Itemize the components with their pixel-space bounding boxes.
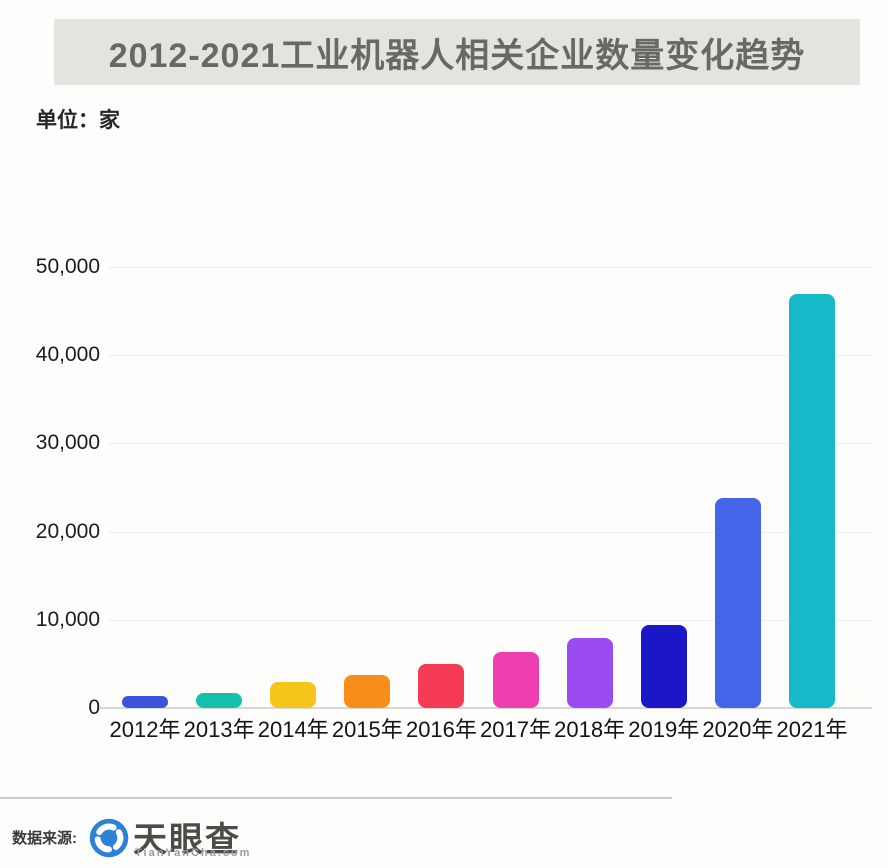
x-tick-label-2021年: 2021年 — [776, 717, 848, 742]
bar-2017年 — [492, 652, 539, 708]
bar-2015年 — [344, 675, 391, 708]
x-tick-label-2014年: 2014年 — [257, 717, 329, 742]
tianyancha-logo-icon — [89, 818, 129, 858]
x-tick-label-2012年: 2012年 — [109, 717, 181, 742]
bar-2021年 — [788, 294, 835, 708]
y-tick-label-50000: 50,000 — [35, 255, 100, 278]
gridline-20000 — [108, 531, 872, 533]
data-source-label: 数据来源: — [12, 830, 77, 847]
bar-2020年 — [714, 498, 761, 708]
bar-2013年 — [196, 693, 243, 708]
x-tick-label-2019年: 2019年 — [628, 717, 700, 742]
tianyancha-logo-subtext: TianYanCha.com — [135, 847, 252, 859]
y-tick-label-20000: 20,000 — [35, 519, 100, 543]
bar-2012年 — [122, 695, 168, 708]
bar-2018年 — [566, 638, 613, 708]
gridline-30000 — [108, 443, 872, 445]
x-tick-label-2018年: 2018年 — [554, 717, 626, 742]
x-tick-label-2013年: 2013年 — [183, 717, 255, 742]
y-tick-label-40000: 40,000 — [35, 343, 100, 367]
gridline-10000 — [108, 619, 872, 621]
x-tick-label-2015年: 2015年 — [331, 717, 403, 742]
tianyancha-logo-text: 天眼查 — [133, 821, 241, 859]
x-tick-label-2020年: 2020年 — [702, 717, 774, 742]
chart-title: 2012-2021工业机器人相关企业数量变化趋势 — [108, 36, 806, 75]
title-banner: 2012-2021工业机器人相关企业数量变化趋势 — [54, 19, 860, 85]
x-tick-label-2017年: 2017年 — [480, 717, 552, 742]
bar-2014年 — [270, 681, 317, 708]
y-tick-label-30000: 30,000 — [35, 431, 100, 455]
bar-2016年 — [418, 663, 465, 708]
gridline-40000 — [108, 355, 872, 357]
gridline-50000 — [108, 267, 872, 268]
unit-label: 单位：家 — [36, 109, 120, 132]
bar-2019年 — [640, 625, 687, 708]
footer-divider — [0, 797, 672, 799]
x-tick-label-2016年: 2016年 — [405, 717, 477, 742]
y-tick-label-0: 0 — [88, 696, 100, 719]
x-axis-line — [100, 707, 872, 709]
y-tick-label-10000: 10,000 — [35, 607, 100, 631]
